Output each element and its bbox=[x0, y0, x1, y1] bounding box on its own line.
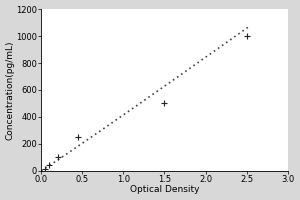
Y-axis label: Concentration(pg/mL): Concentration(pg/mL) bbox=[6, 40, 15, 140]
X-axis label: Optical Density: Optical Density bbox=[130, 185, 199, 194]
